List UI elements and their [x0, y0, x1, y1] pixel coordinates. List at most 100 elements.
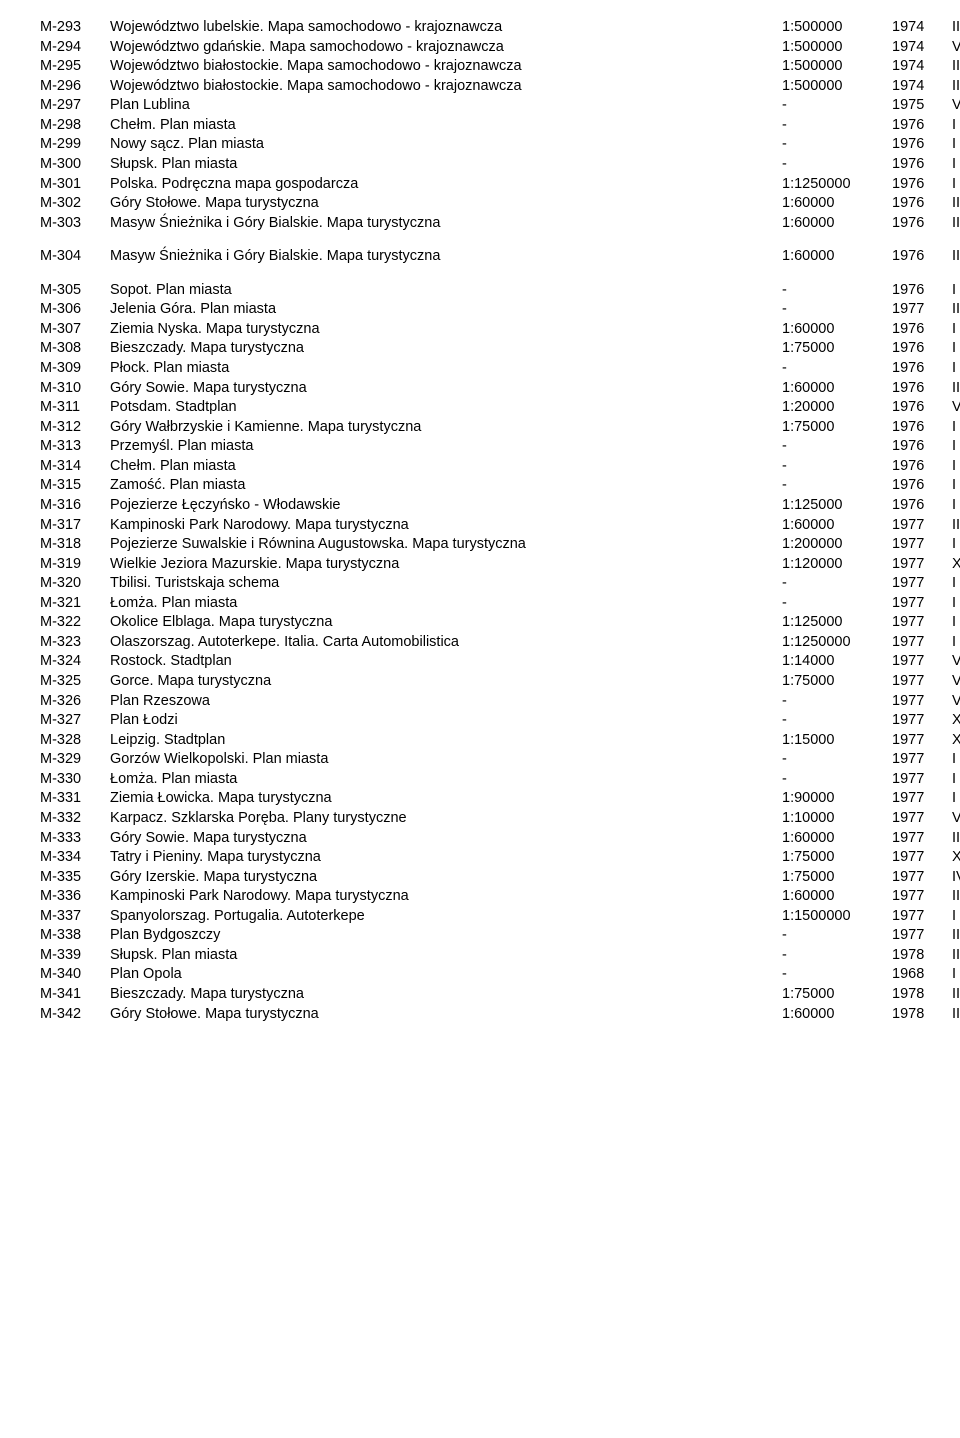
entry-scale: 1:120000 [782, 555, 892, 575]
entry-title: Leipzig. Stadtplan [110, 731, 782, 751]
entry-id: M-315 [40, 476, 110, 496]
entry-scale: 1:1500000 [782, 907, 892, 927]
entry-id: M-309 [40, 359, 110, 379]
table-row: M-296Województwo białostockie. Mapa samo… [40, 77, 960, 97]
entry-title: Polska. Podręczna mapa gospodarcza [110, 175, 782, 195]
entry-scale: - [782, 476, 892, 496]
entry-id: M-295 [40, 57, 110, 77]
table-row: M-314Chełm. Plan miasta-1976I [40, 457, 960, 477]
entry-year: 1976 [892, 476, 952, 496]
entry-title: Ziemia Nyska. Mapa turystyczna [110, 320, 782, 340]
entry-id: M-317 [40, 516, 110, 536]
entry-title: Słupsk. Plan miasta [110, 155, 782, 175]
table-row: M-330Łomża. Plan miasta-1977I [40, 770, 960, 790]
entry-year: 1977 [892, 555, 952, 575]
entry-year: 1974 [892, 57, 952, 77]
entry-title: Gorce. Mapa turystyczna [110, 672, 782, 692]
table-row: M-335Góry Izerskie. Mapa turystyczna1:75… [40, 868, 960, 888]
entry-note: III [952, 18, 960, 38]
entry-note: I [952, 574, 960, 594]
entry-year: 1976 [892, 496, 952, 516]
entry-id: M-339 [40, 946, 110, 966]
entry-scale: 1:1250000 [782, 633, 892, 653]
entry-year: 1977 [892, 652, 952, 672]
entry-scale: 1:15000 [782, 731, 892, 751]
entry-title: Chełm. Plan miasta [110, 457, 782, 477]
entry-year: 1976 [892, 175, 952, 195]
entry-year: 1974 [892, 77, 952, 97]
entry-title: Płock. Plan miasta [110, 359, 782, 379]
entry-note: I [952, 476, 960, 496]
entry-year: 1977 [892, 594, 952, 614]
entry-note: II [952, 946, 960, 966]
entry-scale: - [782, 750, 892, 770]
entry-scale: 1:500000 [782, 18, 892, 38]
entry-year: 1974 [892, 18, 952, 38]
table-row: M-301Polska. Podręczna mapa gospodarcza1… [40, 175, 960, 195]
entry-year: 1976 [892, 320, 952, 340]
entry-year: 1978 [892, 1005, 952, 1025]
entry-id: M-311 [40, 398, 110, 418]
entry-title: Plan Lublina [110, 96, 782, 116]
entry-scale: - [782, 437, 892, 457]
entry-note: I [952, 907, 960, 927]
table-row: M-298Chełm. Plan miasta-1976I [40, 116, 960, 136]
entry-title: Gorzów Wielkopolski. Plan miasta [110, 750, 782, 770]
table-row: M-309Płock. Plan miasta-1976I [40, 359, 960, 379]
entry-note: I [952, 770, 960, 790]
entry-id: M-316 [40, 496, 110, 516]
entry-note: I [952, 175, 960, 195]
entry-year: 1978 [892, 946, 952, 966]
entry-id: M-319 [40, 555, 110, 575]
entry-scale: - [782, 594, 892, 614]
entry-year: 1968 [892, 965, 952, 985]
entry-year: 1976 [892, 194, 952, 214]
entry-title: Tbilisi. Turistskaja schema [110, 574, 782, 594]
entry-scale: - [782, 692, 892, 712]
table-row: M-307Ziemia Nyska. Mapa turystyczna1:600… [40, 320, 960, 340]
entry-scale: - [782, 946, 892, 966]
table-row: M-338Plan Bydgoszczy-1977II [40, 926, 960, 946]
entry-note: III [952, 57, 960, 77]
entry-year: 1976 [892, 457, 952, 477]
entry-scale: 1:10000 [782, 809, 892, 829]
entry-title: Kampinoski Park Narodowy. Mapa turystycz… [110, 516, 782, 536]
entry-scale: - [782, 926, 892, 946]
entry-id: M-303 [40, 214, 110, 234]
entry-title: Plan Bydgoszczy [110, 926, 782, 946]
entry-note: V [952, 692, 960, 712]
table-row: M-303Masyw Śnieżnika i Góry Bialskie. Ma… [40, 214, 960, 234]
group-gap [40, 267, 960, 281]
entry-note: V [952, 38, 960, 58]
entry-year: 1977 [892, 574, 952, 594]
entry-scale: - [782, 300, 892, 320]
entry-id: M-328 [40, 731, 110, 751]
table-row: M-331Ziemia Łowicka. Mapa turystyczna1:9… [40, 789, 960, 809]
table-row: M-302Góry Stołowe. Mapa turystyczna1:600… [40, 194, 960, 214]
entry-note: I [952, 339, 960, 359]
entry-id: M-325 [40, 672, 110, 692]
entry-id: M-299 [40, 135, 110, 155]
entry-note: XII [952, 731, 960, 751]
entry-id: M-340 [40, 965, 110, 985]
entry-scale: 1:60000 [782, 214, 892, 234]
entry-title: Plan Łodzi [110, 711, 782, 731]
entry-note: I [952, 633, 960, 653]
table-row: M-295Województwo białostockie. Mapa samo… [40, 57, 960, 77]
table-row: M-332Karpacz. Szklarska Poręba. Plany tu… [40, 809, 960, 829]
table-row: M-334Tatry i Pieniny. Mapa turystyczna1:… [40, 848, 960, 868]
table-row: M-339Słupsk. Plan miasta-1978II [40, 946, 960, 966]
entry-id: M-313 [40, 437, 110, 457]
entry-note: I [952, 535, 960, 555]
entry-title: Województwo białostockie. Mapa samochodo… [110, 57, 782, 77]
entry-scale: - [782, 96, 892, 116]
entry-scale: 1:1250000 [782, 175, 892, 195]
entry-scale: 1:75000 [782, 339, 892, 359]
entry-note: I [952, 496, 960, 516]
table-row: M-293Województwo lubelskie. Mapa samocho… [40, 18, 960, 38]
entry-scale: 1:75000 [782, 985, 892, 1005]
entry-year: 1976 [892, 359, 952, 379]
entry-scale: 1:75000 [782, 868, 892, 888]
entry-id: M-337 [40, 907, 110, 927]
entry-note: VII [952, 398, 960, 418]
